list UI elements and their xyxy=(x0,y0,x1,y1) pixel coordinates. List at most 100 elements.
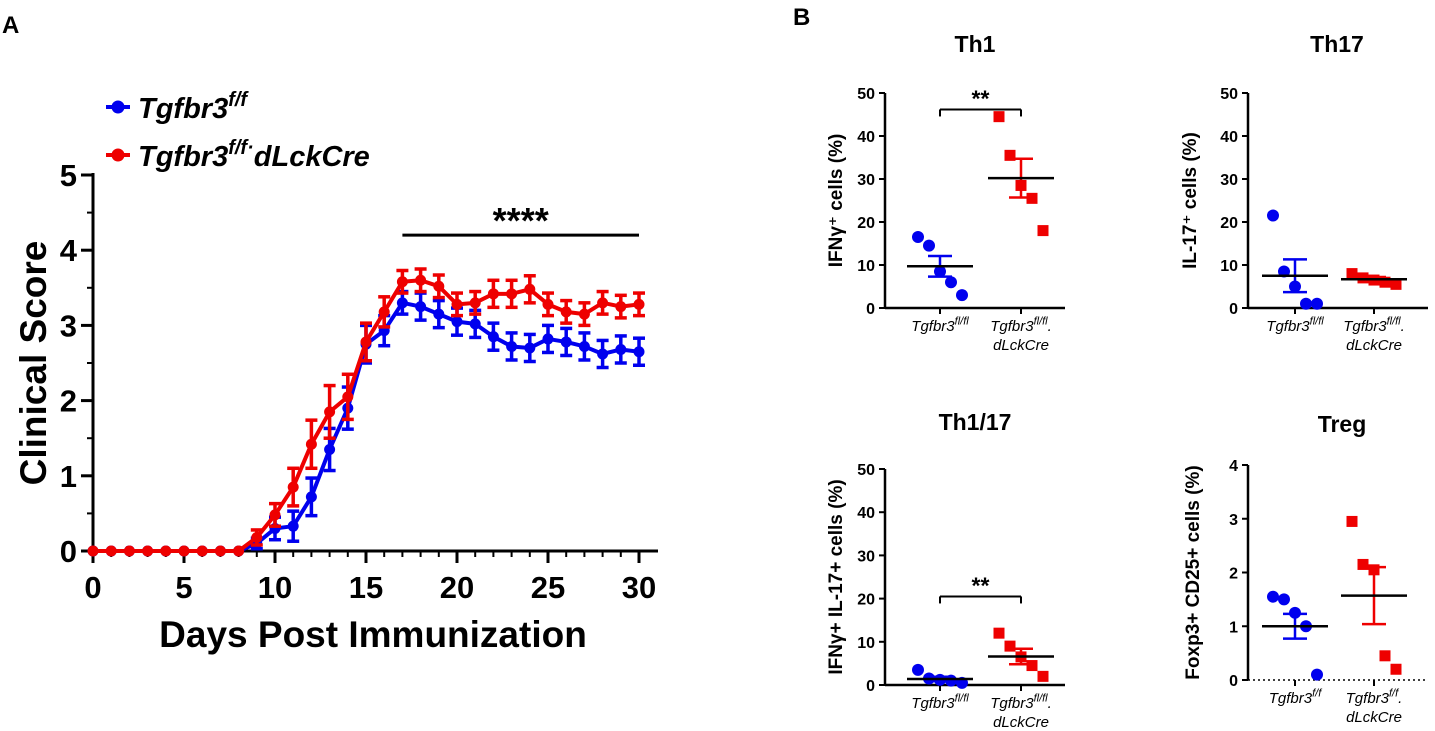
y-tick-label: 0 xyxy=(866,678,875,695)
data-point xyxy=(923,239,935,252)
y-tick-label: 2 xyxy=(1229,566,1238,583)
x-tick-label: Tgfbr3f/f. xyxy=(1346,687,1403,707)
x-tick-label-part-1: fl/fl xyxy=(1034,692,1049,704)
data-point xyxy=(396,276,408,288)
x-tick-label: 25 xyxy=(531,570,565,605)
y-tick-label: 0 xyxy=(60,534,77,569)
legend-label: Tgfbr3f/f xyxy=(138,89,249,125)
group-1 xyxy=(988,627,1054,682)
data-point xyxy=(178,545,190,557)
x-tick-label: Tgfbr3fl/fl. xyxy=(990,315,1052,335)
clinical-score-chart: 0 1 2 3 4 5 0 5 10 15 20 25 30 Days Post Immunization… xyxy=(13,89,658,655)
data-point xyxy=(993,627,1005,639)
group-0 xyxy=(1262,590,1328,681)
x-tick-label-part-1: fl/fl xyxy=(955,692,970,704)
data-point xyxy=(123,545,135,557)
y-axis-label: IL-17⁺ cells (%) xyxy=(1180,132,1201,269)
y-tick-label: 20 xyxy=(1220,215,1238,232)
data-point xyxy=(433,308,445,320)
data-point xyxy=(487,331,499,343)
data-point xyxy=(1379,650,1391,662)
x-axis-label: Days Post Immunization xyxy=(159,614,587,655)
significance-label: ** xyxy=(972,572,990,598)
y-axis-label: IFNγ⁺ cells (%) xyxy=(826,134,847,268)
x-tick-label: 20 xyxy=(440,570,474,605)
data-point xyxy=(324,443,336,455)
data-point xyxy=(469,297,481,309)
legend-marker xyxy=(111,148,125,162)
data-point xyxy=(1267,590,1279,603)
x-tick-label-part-0: Tgfbr3 xyxy=(1346,690,1390,707)
y-tick-label: 1 xyxy=(60,459,77,494)
data-point xyxy=(560,306,572,318)
x-tick-label: 15 xyxy=(349,570,383,605)
legend-marker xyxy=(111,100,125,114)
group-0 xyxy=(907,663,973,689)
significance-label: **** xyxy=(493,200,549,241)
x-tick-label-part-0: Tgfbr3 xyxy=(911,318,955,335)
data-point xyxy=(993,111,1005,123)
legend-label-rest: dLckCre xyxy=(254,141,370,173)
significance-label: ** xyxy=(972,85,990,111)
y-axis-label: Foxp3+ CD25+ cells (%) xyxy=(1183,465,1204,679)
x-tick-label-part-1: fl/fl xyxy=(1034,315,1049,327)
y-tick-label: 30 xyxy=(857,548,875,565)
y-tick-label: 50 xyxy=(857,462,875,479)
data-point xyxy=(287,520,299,532)
data-point xyxy=(615,343,627,355)
data-point xyxy=(1357,558,1369,570)
data-point xyxy=(142,545,154,557)
x-tick-label-part-1: fl/fl xyxy=(955,315,970,327)
data-point xyxy=(378,306,390,318)
legend-label-main: Tgfbr3 xyxy=(138,93,228,125)
chart-title: Th1 xyxy=(955,31,996,57)
data-point xyxy=(433,280,445,292)
y-tick-label: 10 xyxy=(1220,258,1238,275)
data-point xyxy=(196,545,208,557)
data-point xyxy=(1390,278,1402,290)
data-point xyxy=(342,391,354,403)
data-point xyxy=(396,297,408,309)
x-tick-label: Tgfbr3fl/fl xyxy=(1266,315,1324,335)
data-point xyxy=(305,491,317,503)
data-point xyxy=(1390,663,1402,675)
data-point xyxy=(578,340,590,352)
x-tick-label: Tgfbr3fl/fl. xyxy=(990,692,1052,712)
y-tick-label: 50 xyxy=(1220,86,1238,103)
data-point xyxy=(305,438,317,450)
data-point xyxy=(1026,660,1038,672)
x-tick-label: 5 xyxy=(175,570,192,605)
data-point xyxy=(105,545,117,557)
data-point xyxy=(360,336,372,348)
th1-17-chart: Th1/17 0 10 20 30 40 50 IFNγ+ IL-17+ cells (%) T… xyxy=(826,409,1065,731)
x-tick-label: 30 xyxy=(622,570,656,605)
data-point xyxy=(912,663,924,676)
x-tick-label: 0 xyxy=(84,570,101,605)
x-tick-label-part-1: fl/fl xyxy=(1387,315,1402,327)
x-tick-label: Tgfbr3fl/fl xyxy=(911,692,969,712)
y-tick-label: 3 xyxy=(1229,512,1238,529)
data-point xyxy=(615,301,627,313)
y-tick-label: 20 xyxy=(857,592,875,609)
y-tick-label: 40 xyxy=(1220,129,1238,146)
data-point xyxy=(415,274,427,286)
data-point xyxy=(1004,149,1016,161)
data-point xyxy=(524,342,536,354)
legend-label-main: Tgfbr3 xyxy=(138,141,228,173)
data-point xyxy=(506,340,518,352)
y-tick-label: 1 xyxy=(1229,619,1238,636)
data-point xyxy=(160,545,172,557)
legend-label-sup: f/f· xyxy=(228,137,254,159)
legend-label-sup: f/f xyxy=(228,89,249,111)
group-1 xyxy=(988,111,1054,237)
data-point xyxy=(324,406,336,418)
x-tick-label-line2: dLckCre xyxy=(1346,337,1402,354)
x-tick-label-part-2: . xyxy=(1048,318,1052,335)
data-point xyxy=(1300,297,1312,310)
data-point xyxy=(1037,225,1049,237)
data-point xyxy=(487,288,499,300)
y-tick-label: 0 xyxy=(866,301,875,318)
data-point xyxy=(287,481,299,493)
